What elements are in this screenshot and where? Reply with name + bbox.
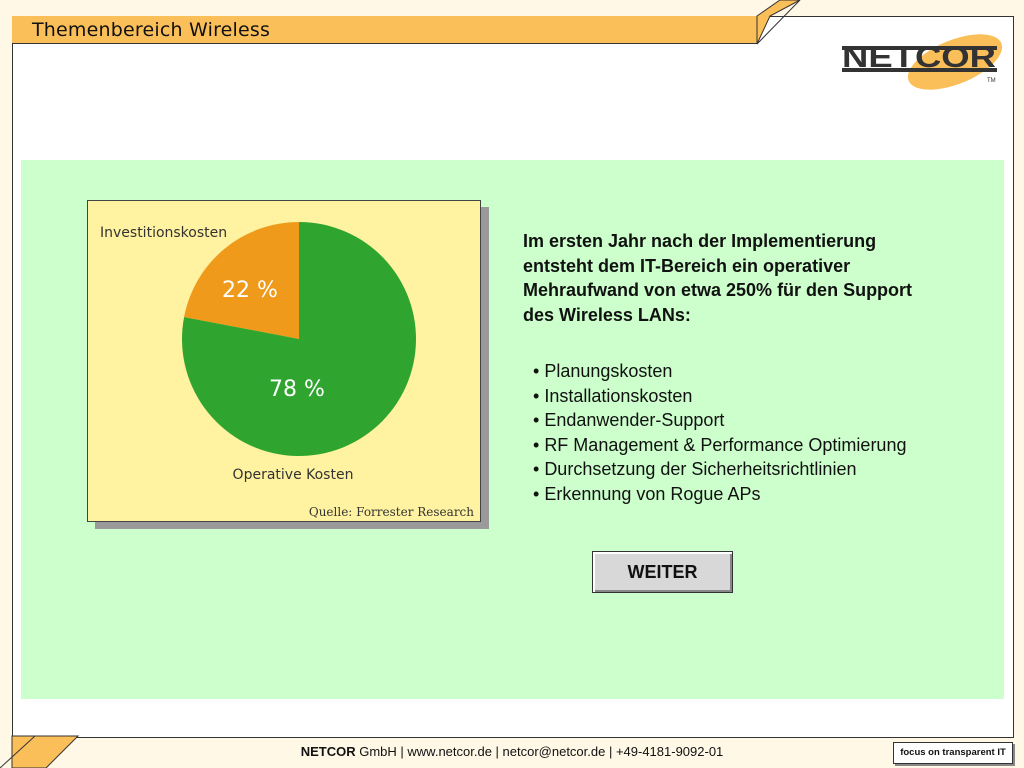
pie-slice-investitionskosten [184, 222, 299, 339]
footer-company: NETCOR [300, 744, 356, 759]
logo-trademark: TM [987, 78, 996, 84]
list-item: Installationskosten [533, 384, 963, 409]
headline-text: Im ersten Jahr nach der Implementierung … [523, 231, 913, 325]
list-item: Durchsetzung der Sicherheitsrichtlinien [533, 457, 963, 482]
list-item: Endanwender-Support [533, 408, 963, 433]
weiter-button[interactable]: WEITER [592, 551, 733, 593]
chart-source: Quelle: Forrester Research [309, 505, 474, 519]
netcor-logo: NETCOR TM [838, 22, 1008, 96]
footer-text: NETCOR GmbH | www.netcor.de | netcor@net… [0, 744, 1024, 759]
slogan-badge: focus on transparent IT [893, 742, 1013, 764]
slice-label-operative: Operative Kosten [233, 467, 354, 483]
footer-contact: GmbH | www.netcor.de | netcor@netcor.de … [355, 744, 724, 759]
slice-label-investitionskosten: Investitionskosten [100, 225, 227, 241]
slice-value-investitionskosten: 22 % [222, 278, 278, 303]
title-bar [12, 16, 757, 44]
logo-text: NETCOR [842, 41, 996, 74]
cost-bullet-list: Planungskosten Installationskosten Endan… [533, 359, 963, 506]
list-item: Erkennung von Rogue APs [533, 482, 963, 507]
page-title: Themenbereich Wireless [32, 19, 271, 41]
pie-slice-operative-kosten [181, 222, 416, 456]
list-item: Planungskosten [533, 359, 963, 384]
list-item: RF Management & Performance Optimierung [533, 433, 963, 458]
slice-value-operative: 78 % [269, 377, 325, 402]
pie-slices [181, 222, 416, 456]
cost-pie-chart: Investitionskosten 22 % 78 % Operative K… [87, 200, 481, 522]
